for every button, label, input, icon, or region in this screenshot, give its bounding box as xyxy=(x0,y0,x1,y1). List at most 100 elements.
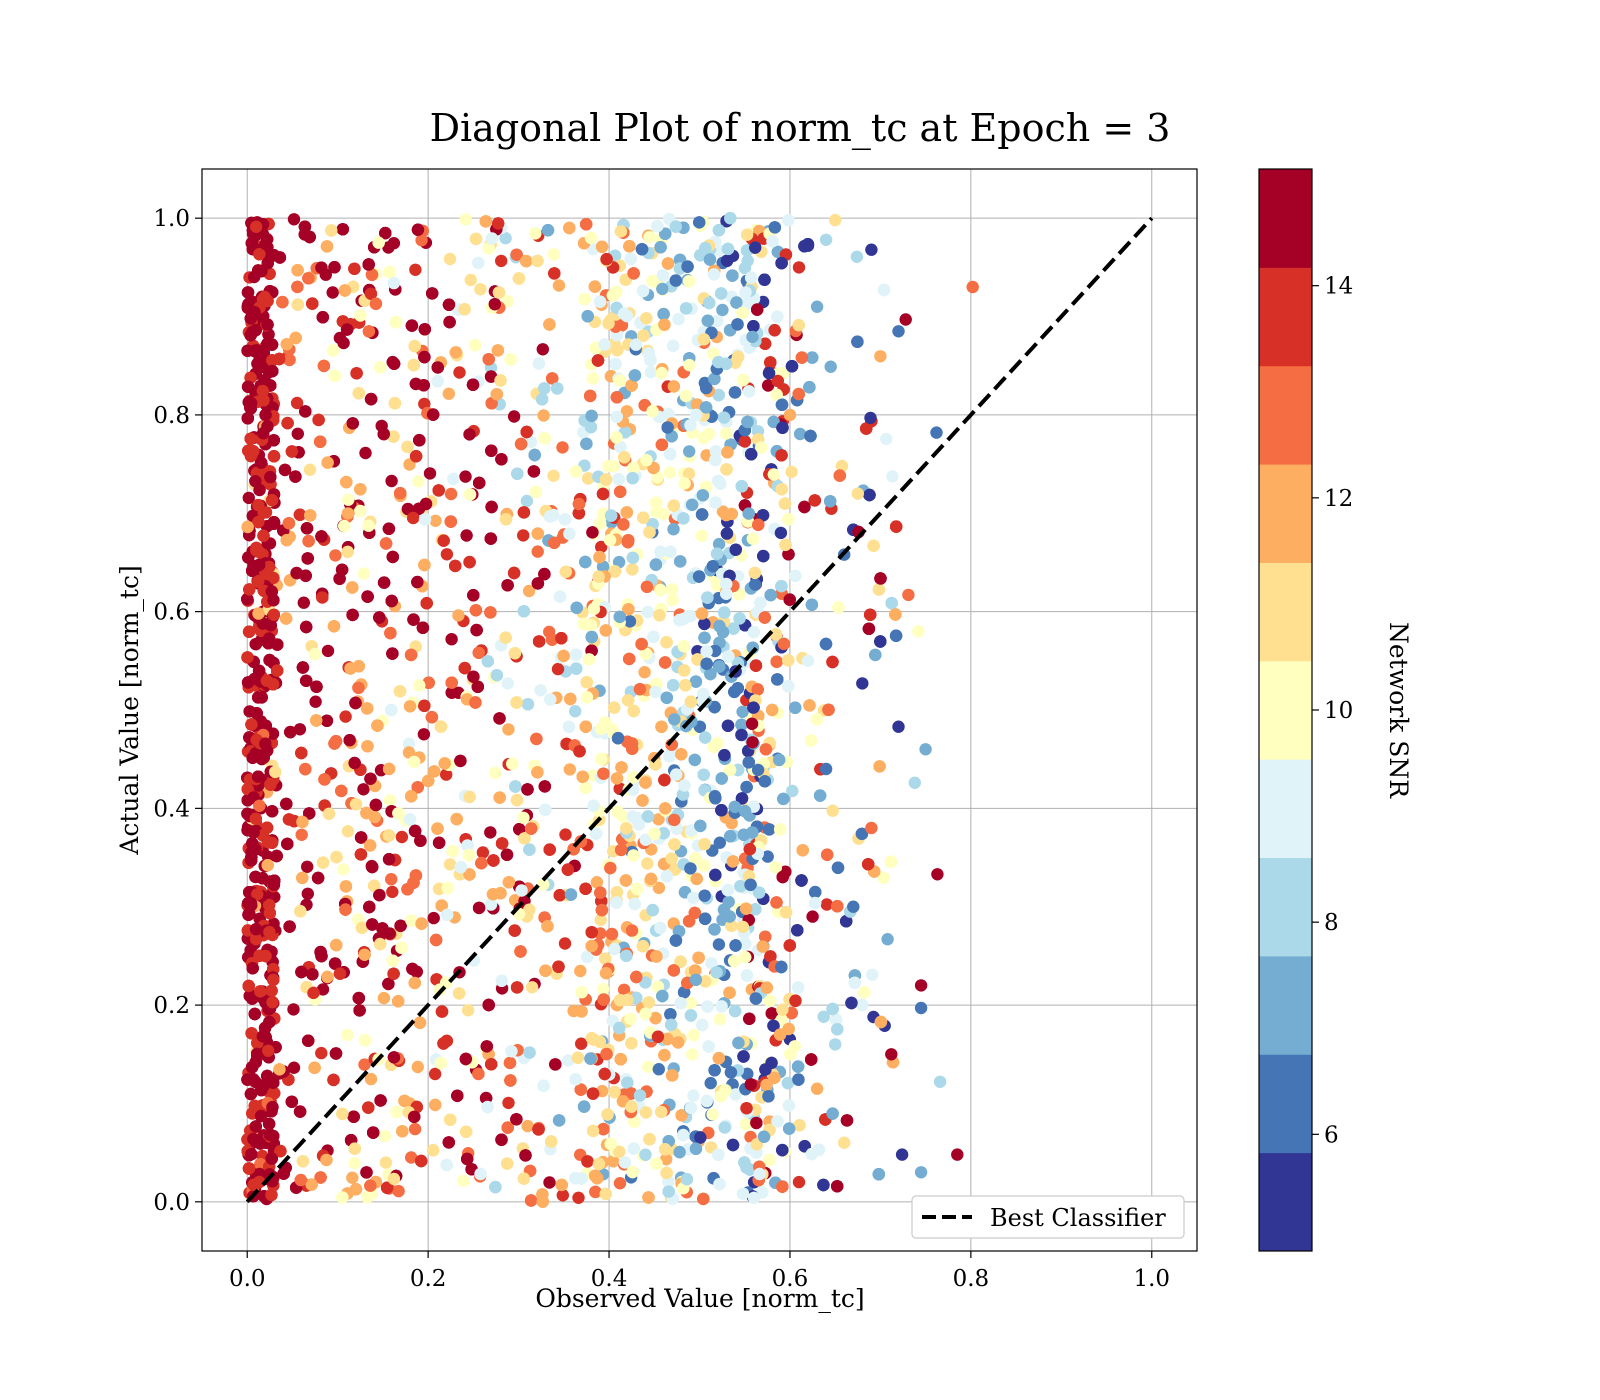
scatter-point xyxy=(359,446,372,460)
scatter-point xyxy=(713,1013,727,1026)
scatter-point xyxy=(521,1119,534,1133)
plot-area xyxy=(201,168,1198,1252)
scatter-point xyxy=(329,549,342,562)
scatter-point xyxy=(415,234,428,247)
scatter-point xyxy=(452,609,465,622)
scatter-point xyxy=(402,746,416,759)
scatter-point xyxy=(590,876,604,889)
scatter-point xyxy=(826,804,839,817)
scatter-point xyxy=(785,465,798,479)
scatter-point xyxy=(297,596,310,609)
scatter-point xyxy=(595,540,608,554)
scatter-point xyxy=(613,1177,627,1190)
scatter-point xyxy=(463,428,476,441)
scatter-point xyxy=(445,633,458,646)
scatter-point xyxy=(429,514,442,527)
scatter-point xyxy=(522,584,536,598)
scatter-point xyxy=(652,1063,665,1076)
scatter-point xyxy=(382,241,395,254)
scatter-point xyxy=(620,405,634,418)
scatter-point xyxy=(507,410,521,423)
scatter-point xyxy=(529,227,542,240)
scatter-point xyxy=(290,396,304,410)
scatter-point xyxy=(423,467,437,480)
scatter-point xyxy=(612,555,626,569)
scatter-point xyxy=(501,677,514,690)
scatter-point xyxy=(793,427,807,441)
scatter-point xyxy=(817,1010,830,1023)
scatter-point xyxy=(443,252,457,266)
scatter-point xyxy=(403,458,416,471)
scatter-point xyxy=(517,529,530,542)
scatter-point xyxy=(597,982,610,996)
scatter-point xyxy=(364,1072,378,1086)
scatter-point xyxy=(786,784,799,798)
scatter-point xyxy=(667,523,680,536)
scatter-point xyxy=(459,213,472,226)
scatter-point xyxy=(569,705,582,718)
scatter-point xyxy=(686,1048,699,1061)
scatter-point xyxy=(559,828,572,841)
scatter-point xyxy=(427,911,440,925)
scatter-point xyxy=(460,529,473,542)
scatter-point xyxy=(886,470,899,483)
scatter-point xyxy=(712,938,726,951)
scatter-point xyxy=(348,1157,361,1170)
scatter-point xyxy=(572,1191,585,1205)
scatter-point xyxy=(684,996,697,1010)
scatter-point xyxy=(412,475,425,488)
scatter-point xyxy=(386,885,399,899)
scatter-point xyxy=(461,1004,475,1017)
scatter-point xyxy=(484,826,497,839)
scatter-point xyxy=(877,871,890,884)
scatter-point xyxy=(440,768,453,781)
scatter-point xyxy=(295,828,308,841)
scatter-point xyxy=(502,723,515,736)
scatter-point xyxy=(683,445,696,458)
scatter-point xyxy=(638,666,651,679)
scatter-point xyxy=(341,825,355,838)
scatter-point xyxy=(377,991,391,1005)
scatter-point xyxy=(563,763,576,776)
scatter-point xyxy=(357,783,370,796)
scatter-point xyxy=(666,593,679,607)
scatter-point xyxy=(736,705,749,718)
scatter-point xyxy=(316,983,330,996)
scatter-point xyxy=(652,813,665,826)
scatter-point xyxy=(301,887,314,900)
scatter-point xyxy=(428,1067,442,1081)
scatter-point xyxy=(287,1003,300,1016)
scatter-point xyxy=(301,860,314,873)
scatter-point xyxy=(337,863,350,876)
scatter-point xyxy=(440,548,454,561)
scatter-point xyxy=(385,873,398,886)
scatter-point xyxy=(326,286,339,299)
scatter-point xyxy=(835,459,849,473)
scatter-point xyxy=(641,857,654,870)
scatter-point xyxy=(639,1106,653,1119)
scatter-point xyxy=(409,263,422,276)
scatter-point xyxy=(476,846,490,859)
scatter-point xyxy=(531,545,544,558)
scatter-point xyxy=(536,343,549,356)
scatter-point xyxy=(291,427,304,440)
scatter-point xyxy=(524,435,538,449)
scatter-point xyxy=(874,350,887,363)
scatter-point xyxy=(543,1176,556,1189)
scatter-point xyxy=(453,366,466,379)
scatter-point xyxy=(716,303,729,317)
scatter-point xyxy=(552,279,566,292)
scatter-point xyxy=(652,881,666,895)
scatter-point xyxy=(687,1089,700,1102)
scatter-point xyxy=(402,737,416,750)
scatter-point xyxy=(346,1171,359,1184)
scatter-point xyxy=(408,1122,422,1136)
scatter-point xyxy=(738,261,752,275)
scatter-point xyxy=(287,1061,301,1074)
scatter-point xyxy=(405,1151,418,1164)
scatter-point xyxy=(534,684,547,697)
scatter-point xyxy=(556,1189,569,1202)
scatter-point xyxy=(385,474,398,488)
scatter-point xyxy=(712,537,726,551)
scatter-point xyxy=(315,1046,328,1060)
